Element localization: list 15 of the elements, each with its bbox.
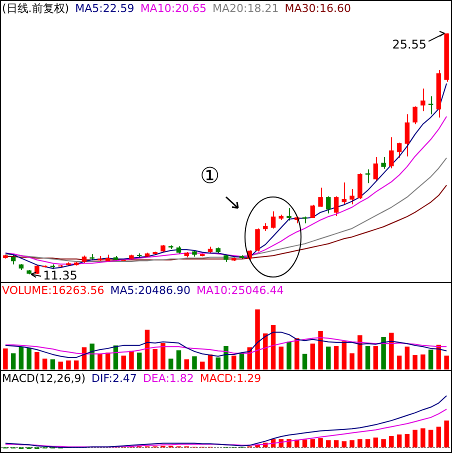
text: DEA:1.82: [142, 372, 194, 385]
annotation: 25.55: [392, 37, 427, 52]
annotation: ①: [200, 164, 220, 189]
chart-title: (日线.前复权): [2, 2, 70, 15]
text: MA5:20486.90: [110, 284, 190, 297]
annotation: 11.35: [43, 268, 78, 282]
text: VOLUME:16263.56: [2, 284, 104, 297]
text: DIF:2.47: [92, 372, 137, 385]
text: MA10:20.65: [140, 2, 207, 15]
text: MACD:1.29: [200, 372, 262, 385]
text: MA10:25046.44: [196, 284, 284, 297]
chart-title: MACD(12,26,9): [2, 372, 86, 385]
text: MA20:18.21: [212, 2, 279, 15]
text: MA30:16.60: [284, 2, 351, 15]
text: MA5:22.59: [75, 2, 134, 15]
